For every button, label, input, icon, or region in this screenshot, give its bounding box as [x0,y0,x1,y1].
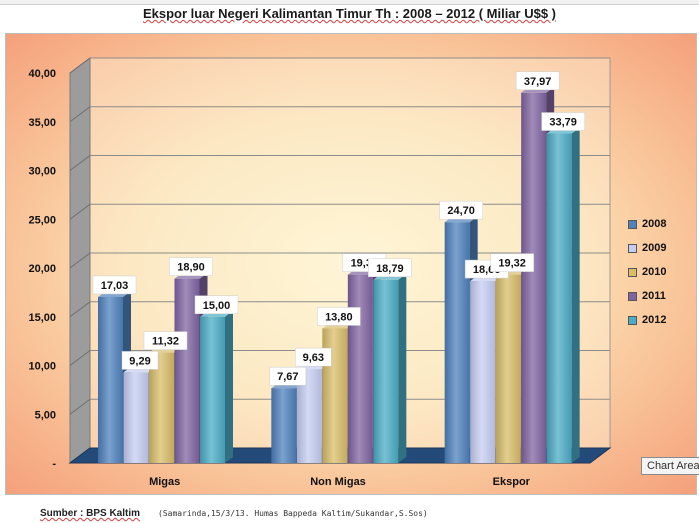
data-label: 37,97 [516,72,559,90]
y-tick-label: 10,00 [28,361,56,373]
bar [373,280,398,463]
legend-swatch [628,292,637,301]
legend-swatch [628,220,637,229]
chart-legend: 2008 2009 2010 2011 2012 [628,212,666,332]
data-label: 18,90 [170,258,213,276]
legend-item: 2008 [628,212,666,236]
legend-swatch [628,244,637,253]
data-label: 17,03 [93,276,136,294]
bar [271,388,296,463]
data-label: 9,63 [295,348,331,366]
y-tick-label: 35,00 [28,117,56,129]
y-tick-label: 30,00 [28,166,56,178]
data-label: 13,80 [317,307,360,325]
x-category-label: Migas [149,476,180,488]
legend-label: 2008 [642,218,666,230]
data-label: 19,32 [491,254,534,272]
bar-side [572,128,580,463]
bar [348,275,373,463]
data-label: 7,67 [270,367,306,385]
legend-swatch [628,268,637,277]
svg-text:19,32: 19,32 [498,258,526,270]
legend-label: 2012 [642,314,666,326]
bar [98,297,123,463]
y-tick-label: 15,00 [28,312,56,324]
source-text: Sumber : BPS Kaltim [40,508,140,519]
data-label: 18,79 [368,259,411,277]
svg-text:7,67: 7,67 [277,371,298,383]
y-tick-label: 25,00 [28,214,56,226]
legend-swatch [628,316,637,325]
svg-text:9,29: 9,29 [129,355,150,367]
legend-label: 2011 [642,290,666,302]
legend-item: 2012 [628,308,666,332]
x-category-label: Non Migas [310,476,366,488]
bar [547,134,572,463]
data-label: 33,79 [542,113,585,131]
bar-side [225,311,233,463]
bar [470,281,495,463]
legend-item: 2009 [628,236,666,260]
bar-side [398,274,406,463]
y-tick-label: - [52,458,56,470]
svg-text:18,90: 18,90 [177,262,205,274]
chart-area-tooltip: Chart Area [641,457,699,475]
svg-text:18,79: 18,79 [376,263,404,275]
bar [521,93,546,463]
svg-text:13,80: 13,80 [325,311,353,323]
data-label: 15,00 [195,296,238,314]
bar [200,317,225,463]
bar [124,372,149,463]
svg-text:24,70: 24,70 [447,205,475,217]
svg-text:11,32: 11,32 [152,336,179,348]
y-tick-label: 40,00 [28,68,56,80]
data-label: 11,32 [144,332,187,350]
y-tick-label: 20,00 [28,263,56,275]
data-label: 24,70 [440,201,483,219]
source-note: (Samarinda,15/3/13. Humas Bappeda Kaltim… [158,509,428,518]
bar [496,275,521,463]
data-label: 9,29 [122,351,158,369]
legend-label: 2010 [642,266,666,278]
y-tick-label: 5,00 [35,409,56,421]
svg-text:17,03: 17,03 [101,280,129,292]
legend-label: 2009 [642,242,666,254]
svg-text:37,97: 37,97 [524,76,552,88]
svg-text:9,63: 9,63 [303,352,324,364]
svg-text:33,79: 33,79 [549,117,577,129]
bar [445,222,470,463]
legend-item: 2011 [628,284,666,308]
legend-item: 2010 [628,260,666,284]
x-category-label: Ekspor [493,476,531,488]
svg-text:15,00: 15,00 [203,300,231,312]
